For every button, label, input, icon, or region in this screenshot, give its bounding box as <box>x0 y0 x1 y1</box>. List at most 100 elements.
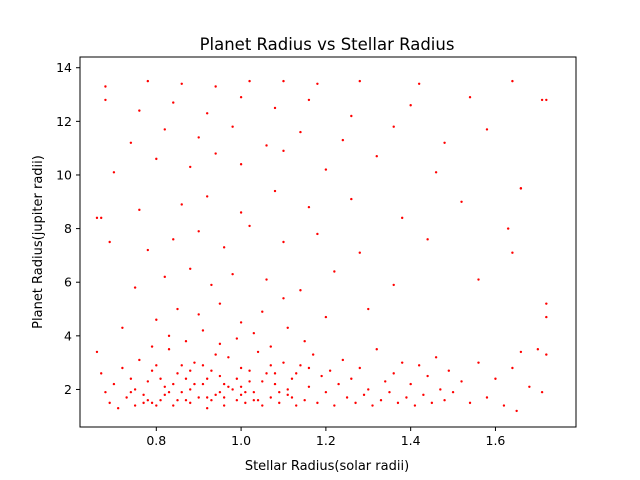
data-point <box>108 240 111 244</box>
data-point <box>180 390 183 394</box>
data-point <box>303 398 306 402</box>
x-tick-label: 1.4 <box>401 433 421 448</box>
data-point <box>104 98 107 102</box>
data-point <box>155 157 158 161</box>
data-point <box>239 163 243 166</box>
data-point <box>286 326 289 329</box>
data-point <box>358 366 361 370</box>
data-point <box>540 390 544 394</box>
data-point <box>269 345 272 348</box>
data-point <box>133 388 137 391</box>
data-point <box>146 79 150 83</box>
data-point <box>290 396 294 399</box>
data-point <box>252 398 256 402</box>
data-point <box>205 407 209 410</box>
data-point <box>197 396 200 399</box>
data-point <box>311 353 315 356</box>
plot-frame <box>79 56 577 428</box>
data-point <box>426 238 429 241</box>
data-point <box>468 96 472 99</box>
data-point <box>104 390 107 394</box>
data-point <box>299 130 302 134</box>
data-point <box>426 374 429 378</box>
data-point <box>239 393 243 397</box>
data-point <box>239 321 243 324</box>
data-point <box>371 404 374 407</box>
data-point <box>218 390 222 394</box>
data-point <box>100 216 103 220</box>
data-point <box>239 366 243 370</box>
data-point <box>244 401 247 405</box>
data-point <box>273 106 277 110</box>
data-point <box>189 165 192 169</box>
data-point <box>273 382 277 386</box>
data-point <box>222 246 226 249</box>
data-point <box>261 380 264 383</box>
data-point <box>341 138 345 142</box>
data-point <box>350 114 353 118</box>
data-point <box>273 189 277 193</box>
data-point <box>460 200 463 203</box>
data-point <box>172 238 175 241</box>
data-point <box>392 372 395 375</box>
y-tick-label: 14 <box>56 60 72 75</box>
data-point <box>214 393 217 397</box>
data-point <box>477 361 480 364</box>
data-point <box>413 404 417 407</box>
data-point <box>341 358 345 362</box>
data-point <box>189 369 192 372</box>
data-point <box>239 96 243 99</box>
data-point <box>138 208 141 212</box>
data-point <box>210 398 213 402</box>
data-point <box>388 390 391 394</box>
data-point <box>290 377 294 380</box>
data-point <box>104 85 107 88</box>
data-point <box>443 398 446 402</box>
data-point <box>540 98 544 102</box>
data-point <box>320 374 323 378</box>
data-point <box>163 275 166 279</box>
data-point <box>434 171 438 174</box>
data-point <box>392 283 395 287</box>
data-point <box>519 187 523 190</box>
data-point <box>261 310 264 313</box>
data-point <box>430 401 434 405</box>
data-point <box>447 369 451 372</box>
y-tick-label: 4 <box>64 328 72 343</box>
data-point <box>167 390 171 394</box>
data-point <box>193 361 196 364</box>
data-point <box>451 390 455 394</box>
data-point <box>286 393 289 397</box>
data-point <box>333 270 336 273</box>
data-point <box>282 79 285 83</box>
data-point <box>252 331 256 335</box>
data-point <box>278 390 281 394</box>
data-point <box>328 369 332 372</box>
x-axis-label: Stellar Radius(solar radii) <box>245 459 409 474</box>
data-point <box>324 315 328 319</box>
data-point <box>286 388 289 391</box>
data-point <box>235 377 239 380</box>
data-point <box>316 82 319 86</box>
data-point <box>125 396 128 399</box>
data-point <box>95 350 99 354</box>
data-point <box>163 385 166 388</box>
data-point <box>218 374 222 378</box>
data-point <box>409 104 412 107</box>
data-point <box>184 377 188 380</box>
data-point <box>197 313 200 316</box>
data-point <box>231 388 234 391</box>
data-point <box>252 390 256 394</box>
data-point <box>545 353 548 356</box>
data-point <box>375 348 378 351</box>
data-point <box>214 152 217 155</box>
data-point <box>269 364 272 367</box>
data-point <box>265 144 268 147</box>
data-point <box>176 307 179 311</box>
data-point <box>150 369 154 372</box>
data-point <box>138 109 141 112</box>
data-point <box>159 377 162 380</box>
data-point <box>282 149 285 153</box>
data-point <box>155 404 158 407</box>
data-point <box>193 382 196 386</box>
